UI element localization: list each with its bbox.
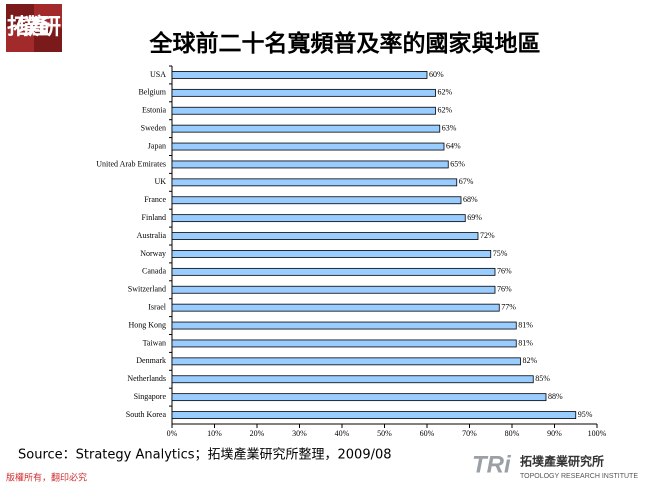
x-tick-label: 60% — [420, 429, 435, 438]
y-tick-label: Belgium — [138, 88, 166, 97]
bar — [171, 411, 577, 419]
y-tick-label: Sweden — [141, 123, 166, 132]
bar — [171, 160, 449, 169]
bar — [171, 303, 500, 312]
bar — [171, 196, 462, 205]
y-tick-label: USA — [150, 70, 166, 79]
value-label: 72% — [480, 231, 495, 240]
y-tick-label: Taiwan — [143, 338, 166, 347]
bar — [171, 357, 521, 366]
x-tick-label: 80% — [505, 429, 520, 438]
value-label: 76% — [497, 267, 512, 276]
x-tick-label: 30% — [292, 429, 307, 438]
y-tick-label: Hong Kong — [128, 320, 166, 329]
y-tick-label: Singapore — [134, 392, 167, 401]
x-tick-label: 40% — [335, 429, 350, 438]
value-label: 67% — [459, 177, 474, 186]
x-tick-label: 0% — [167, 429, 178, 438]
x-tick-label: 90% — [547, 429, 562, 438]
source: Source：Strategy Analytics；拓墣產業研究所整理，2009… — [18, 447, 392, 463]
value-label: 95% — [578, 410, 593, 419]
y-tick-label: UK — [154, 177, 166, 186]
bar — [171, 178, 458, 187]
x-tick-label: 20% — [250, 429, 265, 438]
y-tick-label: Japan — [148, 141, 166, 150]
value-label: 88% — [548, 392, 563, 401]
chart-title: 全球前二十名寬頻普及率的國家與地區 — [149, 30, 541, 57]
y-tick-label: Denmark — [136, 356, 166, 365]
bar — [171, 232, 479, 240]
value-label: 62% — [438, 88, 453, 97]
logo: 拓墣產研 — [6, 4, 62, 52]
org-logo: TRi — [472, 451, 512, 478]
y-tick-label: Israel — [148, 302, 167, 311]
bar — [171, 375, 534, 384]
value-label: 85% — [535, 374, 550, 383]
bar — [171, 106, 436, 115]
x-tick-label: 10% — [207, 429, 222, 438]
y-tick-label: Netherlands — [127, 374, 166, 383]
logo-box — [6, 28, 34, 52]
bar — [171, 285, 496, 294]
bar — [171, 393, 547, 402]
value-label: 65% — [450, 159, 465, 168]
y-tick-label: France — [144, 195, 166, 204]
logo-box — [34, 28, 62, 52]
logo-box — [34, 4, 62, 28]
bar — [171, 124, 441, 133]
y-tick-label: Australia — [137, 231, 167, 240]
value-label: 77% — [501, 302, 516, 311]
bar — [171, 88, 436, 97]
x-tick-label: 100% — [588, 429, 607, 438]
y-tick-label: Canada — [142, 267, 166, 276]
y-tick-label: Norway — [140, 249, 166, 258]
bar — [171, 71, 428, 79]
value-label: 81% — [518, 338, 533, 347]
org-name-en: TOPOLOGY RESEARCH INSTITUTE — [520, 473, 638, 480]
x-tick-label: 50% — [377, 429, 392, 438]
value-label: 62% — [438, 106, 453, 115]
bar — [171, 267, 496, 276]
value-label: 68% — [463, 195, 478, 204]
value-label: 76% — [497, 285, 512, 294]
value-label: 81% — [518, 320, 533, 329]
y-tick-label: Finland — [142, 213, 166, 222]
bar — [171, 142, 445, 151]
value-label: 63% — [442, 123, 457, 132]
plot: 0% 10% 20% 30% 40% 50% 60% 70% 80% 90% 100% USA 60% B… — [96, 65, 607, 438]
value-label: 64% — [446, 141, 461, 150]
copyright: 版權所有，翻印必究 — [6, 472, 87, 484]
y-tick-label: Estonia — [142, 106, 166, 115]
bar — [171, 321, 517, 330]
bar — [171, 214, 466, 223]
org-name: 拓墣產業研究所 — [520, 454, 604, 469]
value-label: 82% — [523, 356, 538, 365]
x-tick-label: 70% — [462, 429, 477, 438]
value-label: 75% — [493, 249, 508, 258]
y-tick-label: Switzerland — [128, 285, 166, 294]
bar — [171, 339, 517, 348]
value-label: 69% — [467, 213, 482, 222]
value-label: 60% — [429, 70, 444, 79]
bar — [171, 250, 492, 258]
y-tick-label: United Arab Emirates — [96, 159, 166, 168]
logo-box — [6, 4, 34, 28]
logo-text: 拓墣產研 — [7, 14, 61, 40]
y-tick-label: South Korea — [126, 410, 167, 419]
